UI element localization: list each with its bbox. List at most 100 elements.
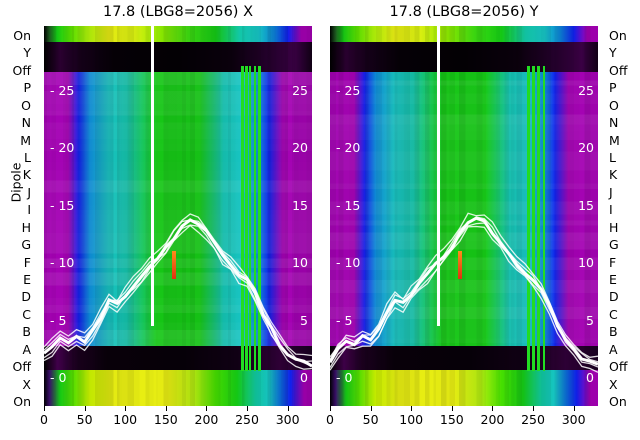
x-axis-tick	[370, 406, 372, 411]
x-axis-tick	[165, 406, 167, 411]
y-axis-tick-label: - 5	[336, 312, 353, 328]
category-label: P	[23, 80, 31, 96]
y-axis-tick-label: 25	[578, 82, 594, 98]
category-label: D	[21, 289, 31, 305]
x-axis-tick	[247, 406, 249, 411]
category-label: F	[23, 254, 31, 270]
category-label: C	[609, 306, 618, 322]
category-label: X	[22, 376, 31, 392]
x-axis-tick	[573, 406, 575, 411]
y-axis-tick-label: - 10	[50, 255, 75, 271]
panel-y-title: 17.8 (LBG8=2056) Y	[389, 4, 539, 20]
category-label: E	[23, 272, 31, 287]
category-label: K	[609, 167, 618, 183]
category-labels-right: On Y Off P O N M L K J I H G F E D C B A Off X On	[606, 26, 640, 409]
category-label: M	[609, 132, 620, 148]
white-spike	[151, 26, 154, 326]
category-label: O	[21, 97, 31, 113]
category-label: I	[609, 202, 613, 218]
category-label: Off	[12, 62, 31, 78]
x-axis-tick	[206, 406, 208, 411]
x-axis-tick-label: 100	[399, 412, 424, 427]
orange-marker	[458, 251, 463, 279]
y-axis-tick-label: 25	[292, 82, 308, 98]
x-axis-tick	[533, 406, 535, 411]
category-label: A	[22, 341, 31, 357]
y-axis-tick-label: 20	[578, 140, 594, 156]
category-label: On	[609, 394, 627, 409]
heatmap-row-texture	[44, 72, 312, 346]
y-axis-tick-label: - 5	[50, 312, 67, 328]
category-label: J	[27, 184, 31, 200]
x-axis-tick	[492, 406, 494, 411]
x-axis-tick-label: 250	[235, 412, 259, 427]
category-label: E	[609, 272, 617, 287]
category-label: Off	[12, 359, 31, 375]
y-axis-tick-label: - 15	[50, 197, 75, 213]
y-axis-tick-label: - 20	[336, 140, 361, 156]
x-axis-tick	[451, 406, 453, 411]
category-label: D	[609, 289, 619, 305]
category-label: Off	[609, 62, 628, 78]
category-label: On	[13, 28, 31, 43]
x-axis-tick-label: 200	[480, 412, 505, 427]
category-label: X	[609, 376, 618, 392]
x-axis-tick-label: 100	[113, 412, 138, 427]
x-axis-tick-label: 0	[326, 412, 334, 427]
x-axis-tick	[411, 406, 413, 411]
panel-y-heatmap[interactable]: - 25 25 - 20 20 - 15 15 - 10 10 - 5 5 - 0 0	[330, 26, 598, 406]
green-spike	[527, 66, 530, 371]
category-label: On	[13, 394, 31, 409]
y-axis-tick-label: 10	[578, 255, 594, 271]
y-axis-tick-label: - 0	[50, 370, 67, 385]
category-label: G	[609, 237, 619, 253]
y-axis-tick-label: - 0	[336, 370, 353, 385]
white-spike	[437, 26, 440, 326]
category-label: P	[609, 80, 617, 96]
orange-marker	[172, 251, 177, 279]
y-axis-tick-label: 5	[586, 312, 594, 328]
category-label: G	[21, 237, 31, 253]
category-label: L	[609, 150, 616, 165]
x-axis-tick	[125, 406, 127, 411]
x-axis-tick-label: 150	[439, 412, 464, 427]
x-axis-tick-label: 50	[76, 412, 93, 427]
category-label: N	[21, 115, 31, 131]
y-axis-tick-label: 10	[292, 255, 308, 271]
heatmap-row-texture	[330, 72, 598, 346]
category-label: H	[21, 219, 31, 235]
y-axis-tick-label: 15	[578, 197, 594, 213]
category-label: I	[27, 202, 31, 218]
category-label: C	[22, 306, 31, 322]
category-label: N	[609, 115, 619, 131]
x-axis-tick-label: 0	[40, 412, 48, 427]
x-axis-tick-label: 200	[194, 412, 219, 427]
x-axis-tick	[287, 406, 289, 411]
panel-x[interactable]: - 25 25 - 20 20 - 15 15 - 10 10 - 5 5 - 0 0	[44, 26, 312, 406]
panel-x-x-axis: 0 50 100 150 200 250 300	[40, 406, 312, 440]
green-spike	[253, 66, 257, 371]
category-labels-left: On Y Off P O N M L K J I H G F E D C B A Off X On	[0, 26, 34, 409]
category-label: Y	[609, 45, 617, 61]
green-spike	[258, 66, 261, 371]
x-axis-tick	[330, 406, 331, 411]
panel-x-heatmap[interactable]: - 25 25 - 20 20 - 15 15 - 10 10 - 5 5 - 0 0	[44, 26, 312, 406]
panel-y[interactable]: - 25 25 - 20 20 - 15 15 - 10 10 - 5 5 - 0 0	[330, 26, 598, 406]
category-label: L	[24, 150, 31, 165]
category-label: F	[609, 254, 617, 270]
x-axis-tick-label: 300	[561, 412, 586, 427]
category-label: Y	[23, 45, 31, 61]
x-axis-tick-label: 250	[521, 412, 545, 427]
green-spike	[542, 66, 546, 371]
green-spike	[245, 66, 248, 371]
x-axis-tick	[44, 406, 45, 411]
panel-x-title: 17.8 (LBG8=2056) X	[102, 4, 254, 20]
heatmap-gap-line	[438, 26, 440, 72]
y-axis-tick-label: - 25	[50, 82, 75, 98]
y-axis-tick-label: - 25	[336, 82, 361, 98]
y-axis-tick-label: - 15	[336, 197, 361, 213]
category-label: J	[609, 184, 613, 200]
x-axis-tick-label: 300	[275, 412, 300, 427]
category-label: On	[609, 28, 627, 43]
